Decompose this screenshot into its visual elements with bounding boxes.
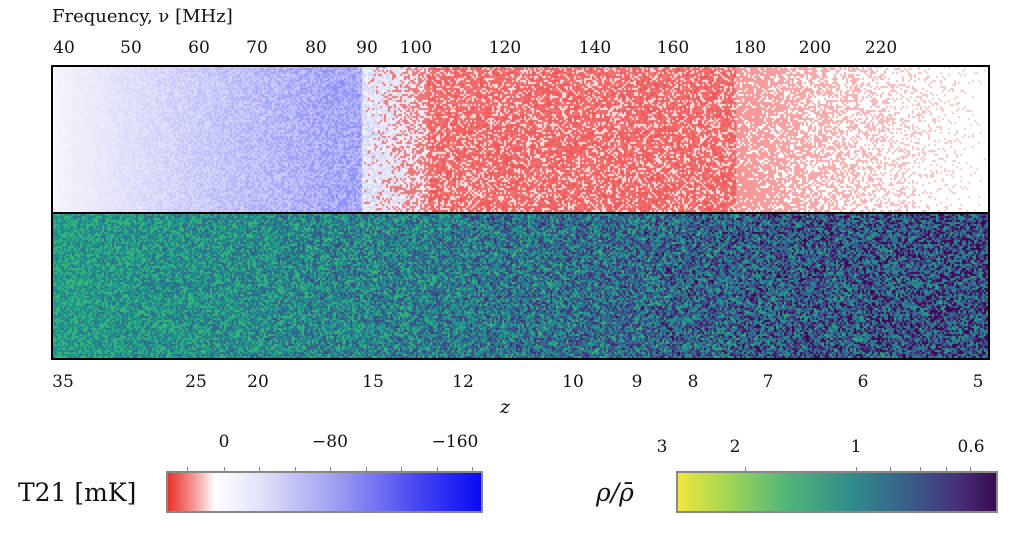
tick-label: 7 xyxy=(762,372,774,392)
colorbar-tick xyxy=(472,467,473,472)
tick-label: 70 xyxy=(246,38,268,58)
top-axis-label: Frequency, ν [MHz] xyxy=(52,6,233,27)
colorbar-tick xyxy=(295,467,296,472)
tick-label: 180 xyxy=(733,38,767,58)
tick-label: 80 xyxy=(305,38,327,58)
tick-label: −160 xyxy=(431,432,479,452)
tick-label: 0.6 xyxy=(957,437,985,457)
tick-label: 5 xyxy=(972,372,984,392)
tick-label: 140 xyxy=(578,38,612,58)
tick-label: 20 xyxy=(247,372,269,392)
density-panel xyxy=(52,212,988,358)
tick-label: 200 xyxy=(798,38,832,58)
colorbar-tick xyxy=(366,467,367,472)
tick-label: 9 xyxy=(631,372,643,392)
t21-colorbar-label: T21 [mK] xyxy=(18,478,137,507)
density-panel-frame xyxy=(51,212,990,360)
tick-label: 35 xyxy=(52,372,74,392)
tick-label: 160 xyxy=(656,38,690,58)
colorbar-tick xyxy=(970,467,971,472)
tick-label: 60 xyxy=(188,38,210,58)
tick-label: 15 xyxy=(362,372,384,392)
colorbar-tick xyxy=(920,467,921,472)
tick-label: 220 xyxy=(864,38,898,58)
tick-label: 0 xyxy=(218,432,230,452)
t21-panel xyxy=(52,66,988,212)
tick-label: 2 xyxy=(729,437,741,457)
tick-label: 3 xyxy=(656,437,668,457)
tick-label: 10 xyxy=(562,372,584,392)
tick-label: 40 xyxy=(53,38,75,58)
colorbar-tick xyxy=(437,467,438,472)
density-colorbar-label: ρ/ρ̄ xyxy=(596,478,634,507)
colorbar-tick xyxy=(259,467,260,472)
bottom-axis-label: z xyxy=(500,396,511,418)
tick-label: 90 xyxy=(356,38,378,58)
colorbar-tick xyxy=(401,467,402,472)
colorbar-tick xyxy=(856,467,857,472)
colorbar-tick xyxy=(946,467,947,472)
tick-label: −80 xyxy=(312,432,348,452)
colorbar-tick xyxy=(890,467,891,472)
tick-label: 25 xyxy=(185,372,207,392)
tick-label: 1 xyxy=(850,437,862,457)
t21-panel-frame xyxy=(51,65,990,214)
colorbar-tick xyxy=(224,467,225,472)
tick-label: 50 xyxy=(120,38,142,58)
tick-label: 12 xyxy=(452,372,474,392)
colorbar-tick xyxy=(745,467,746,472)
colorbar-tick xyxy=(330,467,331,472)
colorbar-tick xyxy=(187,467,188,472)
tick-label: 120 xyxy=(488,38,522,58)
tick-label: 8 xyxy=(687,372,699,392)
t21-colorbar xyxy=(166,471,483,513)
density-colorbar xyxy=(676,471,998,513)
tick-label: 100 xyxy=(399,38,433,58)
tick-label: 6 xyxy=(857,372,869,392)
